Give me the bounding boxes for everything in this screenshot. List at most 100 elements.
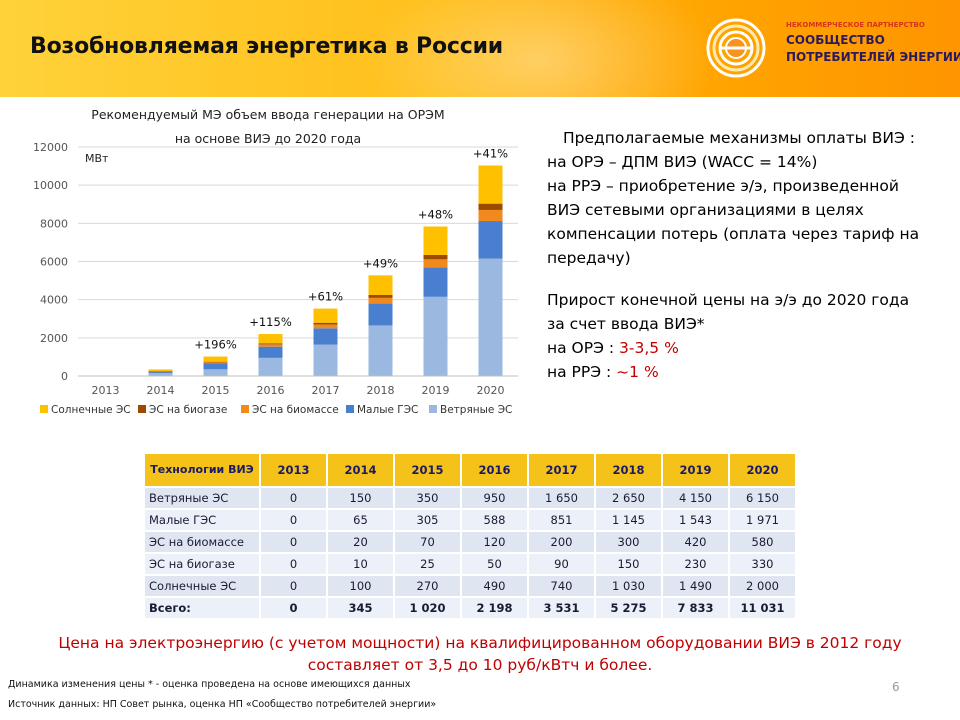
bar-segment (478, 203, 503, 210)
x-tick-label: 2020 (477, 384, 505, 397)
growth-label: +48% (418, 208, 453, 222)
price-growth-rre-label: на РРЭ : (547, 363, 612, 381)
table-row: Солнечные ЭС 0 100 270 490 740 1 030 1 4… (143, 574, 797, 598)
row-label: ЭС на биогазе (143, 552, 261, 576)
logo-swirl-icon (706, 18, 766, 78)
bar-segment (423, 296, 448, 376)
table-cell: 588 (460, 508, 529, 532)
legend-label: ЭС на биомассе (252, 404, 339, 416)
table-cell: 0 (259, 508, 328, 532)
table-row: ЭС на биогазе 0 10 25 50 90 150 230 330 (143, 552, 797, 576)
bar-segment (203, 369, 228, 376)
growth-label: +61% (308, 290, 343, 304)
bar-segment (258, 357, 283, 376)
mechanism-rre: на РРЭ – приобретение э/э, произведенной… (547, 177, 920, 267)
price-note: Цена на электроэнергию (с учетом мощност… (0, 632, 960, 676)
bar-segment (148, 371, 173, 372)
total-cell: 345 (326, 596, 395, 620)
table-cell: 70 (393, 530, 462, 554)
bar-segment (148, 369, 173, 372)
row-label: Солнечные ЭС (143, 574, 261, 598)
legend-label: Малые ГЭС (357, 404, 418, 416)
table-cell: 200 (527, 530, 596, 554)
price-growth-ore-label: на ОРЭ : (547, 339, 615, 357)
chart-bars (148, 165, 503, 376)
table-cell: 6 150 (728, 486, 797, 510)
table-cell: 0 (259, 552, 328, 576)
legend-label: Ветряные ЭС (440, 404, 512, 416)
total-cell: 5 275 (594, 596, 663, 620)
bar-segment (368, 303, 393, 326)
table-header-year: 2014 (326, 452, 395, 488)
price-growth-rre: на РРЭ : ~1 % (547, 360, 927, 384)
logo-name-line1: СООБЩЕСТВО (786, 33, 885, 47)
table-cell: 851 (527, 508, 596, 532)
x-tick-label: 2016 (257, 384, 285, 397)
table-cell: 65 (326, 508, 395, 532)
header-glow (360, 0, 720, 97)
price-growth-rre-value: ~1 % (616, 363, 659, 381)
table-cell: 1 650 (527, 486, 596, 510)
header-band: Возобновляемая энергетика в России НЕКОМ… (0, 0, 960, 97)
bar-segment (368, 294, 393, 298)
bar-segment (313, 344, 338, 376)
table-header-year: 2018 (594, 452, 663, 488)
row-label: ЭС на биомассе (143, 530, 261, 554)
bar-segment (423, 254, 448, 260)
chart-gridlines (78, 146, 518, 377)
table-cell: 330 (728, 552, 797, 576)
y-tick-label: 10000 (33, 179, 68, 192)
price-growth-ore: на ОРЭ : 3-3,5 % (547, 336, 927, 360)
total-cell: 11 031 (728, 596, 797, 620)
bar-segment (258, 344, 283, 347)
table-cell: 25 (393, 552, 462, 576)
y-tick-label: 4000 (40, 294, 68, 307)
bar-segment (258, 346, 283, 358)
legend-swatch (40, 405, 48, 413)
stacked-bar-chart: Рекомендуемый МЭ объем ввода генерации н… (33, 107, 518, 416)
mechanism-ore: на ОРЭ – ДПМ ВИЭ (WACC = 14%) (547, 153, 818, 171)
table-cell: 0 (259, 574, 328, 598)
table-cell: 305 (393, 508, 462, 532)
table-header-year: 2019 (661, 452, 730, 488)
table-cell: 350 (393, 486, 462, 510)
y-tick-label: 0 (61, 370, 68, 383)
x-tick-label: 2014 (147, 384, 175, 397)
capacity-table: Технологии ВИЭ 2013 2014 2015 2016 2017 … (143, 452, 797, 620)
legend-swatch (138, 405, 146, 413)
table-cell: 20 (326, 530, 395, 554)
mechanisms-heading: Предполагаемые механизмы оплаты ВИЭ : (563, 129, 915, 147)
table-cell: 230 (661, 552, 730, 576)
footnote-dynamics: Динамика изменения цены * - оценка прове… (8, 679, 411, 690)
x-tick-label: 2015 (202, 384, 230, 397)
y-tick-label: 12000 (33, 141, 68, 154)
x-tick-label: 2018 (367, 384, 395, 397)
x-tick-label: 2013 (92, 384, 120, 397)
table-cell: 2 650 (594, 486, 663, 510)
bar-segment (478, 221, 503, 259)
table-cell: 270 (393, 574, 462, 598)
y-tick-label: 2000 (40, 332, 68, 345)
growth-label: +49% (363, 256, 398, 270)
table-cell: 90 (527, 552, 596, 576)
legend-swatch (429, 405, 437, 413)
table-cell: 740 (527, 574, 596, 598)
y-tick-label: 6000 (40, 256, 68, 269)
growth-label: +196% (194, 338, 237, 352)
table-cell: 10 (326, 552, 395, 576)
bar-segment (203, 356, 228, 362)
table-cell: 0 (259, 486, 328, 510)
x-tick-label: 2019 (422, 384, 450, 397)
chart-title-line2: на основе ВИЭ до 2020 года (175, 131, 361, 146)
table-cell: 4 150 (661, 486, 730, 510)
chart-title-line1: Рекомендуемый МЭ объем ввода генерации н… (91, 107, 444, 122)
row-label: Малые ГЭС (143, 508, 261, 532)
y-tick-label: 8000 (40, 217, 68, 230)
table-cell: 120 (460, 530, 529, 554)
bar-segment (478, 258, 503, 376)
bar-segment (203, 363, 228, 370)
legend-swatch (346, 405, 354, 413)
bar-segment (478, 165, 503, 204)
table-cell: 1 971 (728, 508, 797, 532)
logo-subtitle: НЕКОММЕРЧЕСКОЕ ПАРТНЕРСТВО (786, 21, 925, 29)
